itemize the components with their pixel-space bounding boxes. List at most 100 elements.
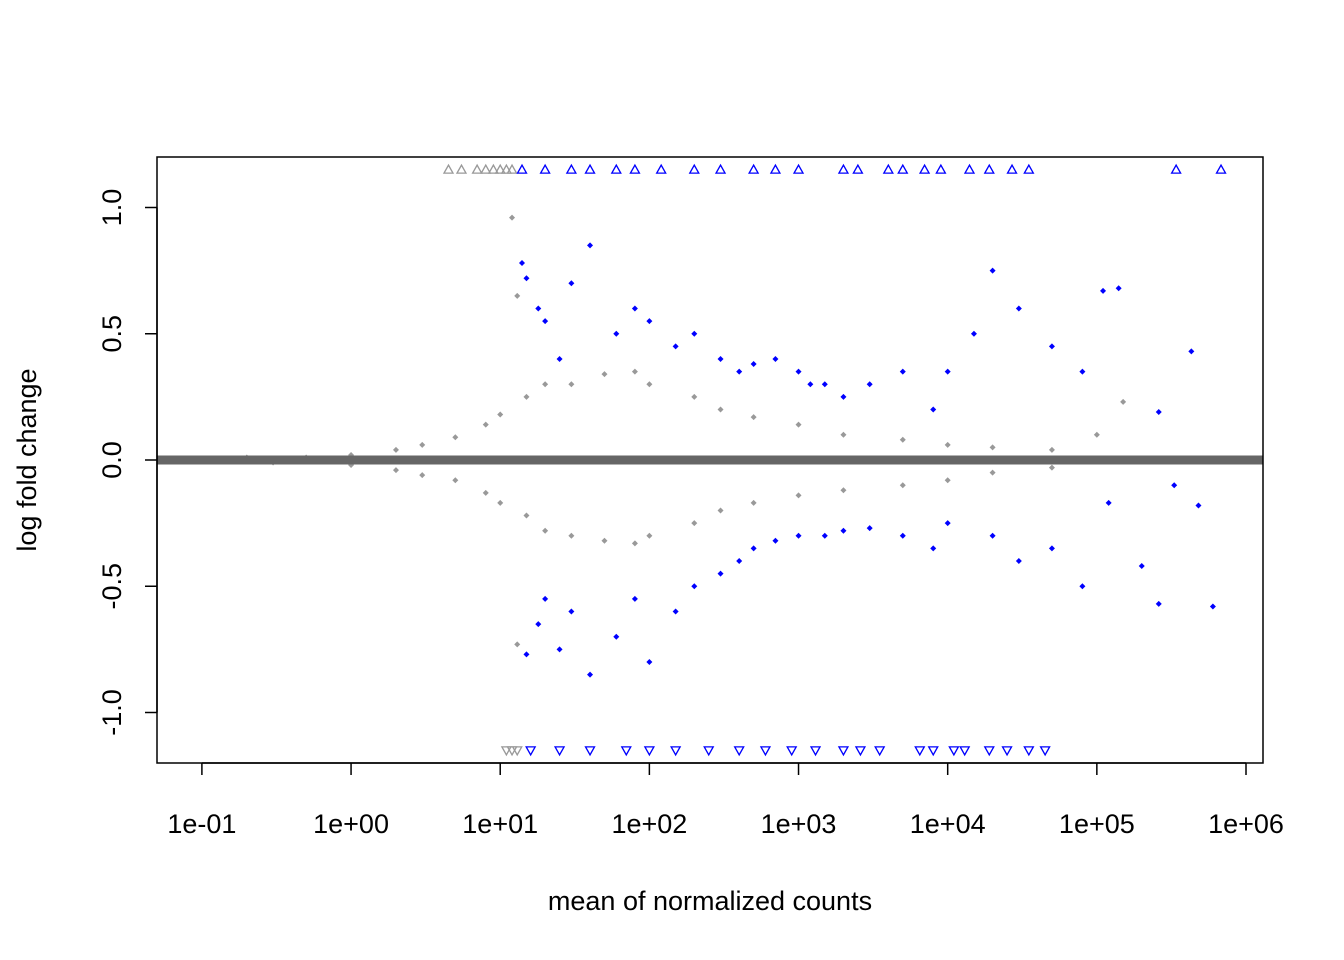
data-point <box>556 646 563 653</box>
data-point <box>1015 558 1022 564</box>
out-of-range-point-low <box>959 746 971 757</box>
data-point <box>535 305 542 312</box>
data-point <box>1188 348 1195 355</box>
data-point <box>1138 563 1145 570</box>
out-of-range-point-low <box>670 746 682 757</box>
data-point <box>556 356 563 362</box>
data-point <box>1105 499 1112 506</box>
data-point <box>840 487 847 494</box>
out-of-range-point-high <box>565 163 577 174</box>
data-point <box>613 633 620 640</box>
data-point <box>772 537 779 544</box>
data-point <box>899 436 906 443</box>
out-of-range-point-low <box>759 746 772 757</box>
data-point <box>631 595 638 602</box>
data-point <box>750 499 757 506</box>
out-of-range-point-low <box>854 746 867 757</box>
data-point <box>750 414 757 421</box>
data-point <box>840 527 847 534</box>
out-of-range-point-low <box>1039 746 1051 757</box>
data-point <box>807 381 814 388</box>
data-point <box>717 570 724 577</box>
data-point <box>717 507 724 514</box>
data-point <box>523 393 530 400</box>
out-of-range-point-low <box>914 746 926 757</box>
data-point <box>631 540 638 547</box>
out-of-range-point-high <box>983 163 995 174</box>
data-point <box>840 431 847 438</box>
data-point <box>497 499 504 506</box>
data-point <box>1155 409 1162 416</box>
data-point <box>542 381 549 388</box>
y-tick-label: -0.5 <box>97 563 127 610</box>
data-point <box>691 393 698 400</box>
out-of-range-point-low <box>525 746 537 757</box>
out-of-range-point-low <box>809 746 822 757</box>
out-of-range-point-high <box>516 163 528 174</box>
data-point <box>672 343 679 350</box>
data-point <box>717 356 724 362</box>
data-point <box>514 292 521 299</box>
data-point <box>866 381 873 388</box>
x-tick-label: 1e+01 <box>462 809 538 839</box>
out-of-range-point-high <box>494 163 506 174</box>
data-point <box>1171 482 1178 489</box>
data-point <box>1195 502 1202 509</box>
data-point <box>750 545 757 552</box>
data-point <box>795 368 802 375</box>
out-of-range-point-high <box>769 163 782 174</box>
out-of-range-point-high <box>688 163 700 174</box>
data-point <box>1115 285 1122 292</box>
x-axis: 1e-01 1e+00 1e+01 1e+02 1e+03 1e+04 1e+05 1e+06 <box>167 762 1284 839</box>
data-point <box>568 532 575 539</box>
data-point <box>930 545 937 552</box>
data-point <box>452 434 459 441</box>
data-point <box>542 318 549 325</box>
data-point <box>509 214 516 221</box>
data-point <box>795 492 802 499</box>
x-tick-label: 1e-01 <box>167 809 236 839</box>
data-point <box>989 444 996 451</box>
data-point <box>587 671 594 678</box>
data-point <box>1079 368 1086 375</box>
x-tick-label: 1e+04 <box>910 809 986 839</box>
data-point <box>840 393 847 400</box>
data-point <box>672 608 679 615</box>
data-point <box>930 406 937 413</box>
data-point <box>944 368 951 375</box>
data-point <box>944 477 951 484</box>
data-point <box>1048 464 1055 471</box>
data-point <box>691 583 698 590</box>
out-of-range-point-high <box>442 163 455 174</box>
out-of-range-point-high <box>1170 163 1182 174</box>
out-of-range-point-high <box>918 163 931 174</box>
y-axis: -1.0 -0.5 0.0 0.5 1.0 <box>97 189 158 736</box>
out-of-range-point-low <box>1023 746 1035 757</box>
data-point <box>944 441 951 448</box>
data-point <box>601 371 608 378</box>
data-point <box>821 532 828 539</box>
data-point <box>1048 343 1055 350</box>
data-point <box>736 558 743 564</box>
out-of-range-point-high <box>1023 163 1035 174</box>
out-of-range-point-high <box>1215 163 1227 174</box>
data-point <box>646 381 653 388</box>
data-point <box>691 330 698 337</box>
data-point <box>542 595 549 602</box>
x-tick-label: 1e+00 <box>313 809 389 839</box>
data-point <box>392 446 399 453</box>
out-of-range-point-low <box>553 746 566 757</box>
data-point <box>821 381 828 388</box>
data-point <box>601 537 608 544</box>
data-point <box>866 525 873 532</box>
data-point <box>1048 446 1055 453</box>
out-of-range-point-high <box>963 163 976 174</box>
data-point <box>452 477 459 484</box>
data-point <box>795 421 802 428</box>
data-point <box>989 469 996 476</box>
out-of-range-point-low <box>620 746 632 757</box>
out-of-range-point-low <box>733 746 745 757</box>
out-of-range-point-high <box>629 163 641 174</box>
data-point <box>419 472 426 479</box>
